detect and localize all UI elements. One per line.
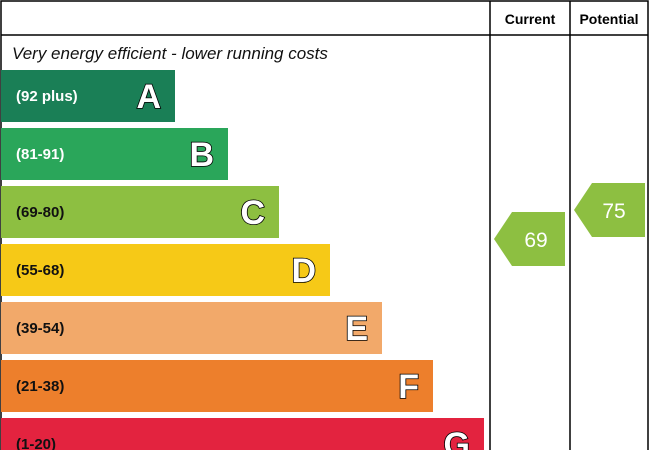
band-letter: A bbox=[136, 78, 161, 116]
rating-band bbox=[1, 244, 330, 296]
band-range: (39-54) bbox=[16, 320, 64, 337]
rating-band bbox=[1, 302, 382, 354]
intro-text: Very energy efficient - lower running co… bbox=[12, 44, 328, 63]
rating-band bbox=[1, 128, 228, 180]
band-range: (1-20) bbox=[16, 436, 56, 450]
band-letter: D bbox=[291, 252, 316, 290]
rating-band bbox=[1, 360, 433, 412]
band-letter: C bbox=[240, 194, 265, 232]
band-range: (69-80) bbox=[16, 204, 64, 221]
rating-band bbox=[1, 418, 484, 450]
current-arrow bbox=[494, 212, 565, 266]
band-letter: F bbox=[398, 368, 419, 406]
potential-header: Potential bbox=[579, 11, 638, 27]
band-range: (81-91) bbox=[16, 146, 64, 163]
band-range: (55-68) bbox=[16, 262, 64, 279]
band-letter: B bbox=[189, 136, 214, 174]
band-range: (21-38) bbox=[16, 378, 64, 395]
band-range: (92 plus) bbox=[16, 88, 78, 105]
bands: (92 plus) A (81-91) B (69-80) C (55-68) D (39-54… bbox=[1, 70, 484, 450]
rating-band bbox=[1, 70, 175, 122]
potential-score: 75 bbox=[602, 200, 625, 223]
current-score: 69 bbox=[524, 229, 547, 252]
current-header: Current bbox=[505, 11, 556, 27]
band-letter: E bbox=[345, 310, 368, 348]
rating-band bbox=[1, 186, 279, 238]
band-letter: G bbox=[444, 426, 470, 450]
potential-arrow bbox=[574, 183, 645, 237]
